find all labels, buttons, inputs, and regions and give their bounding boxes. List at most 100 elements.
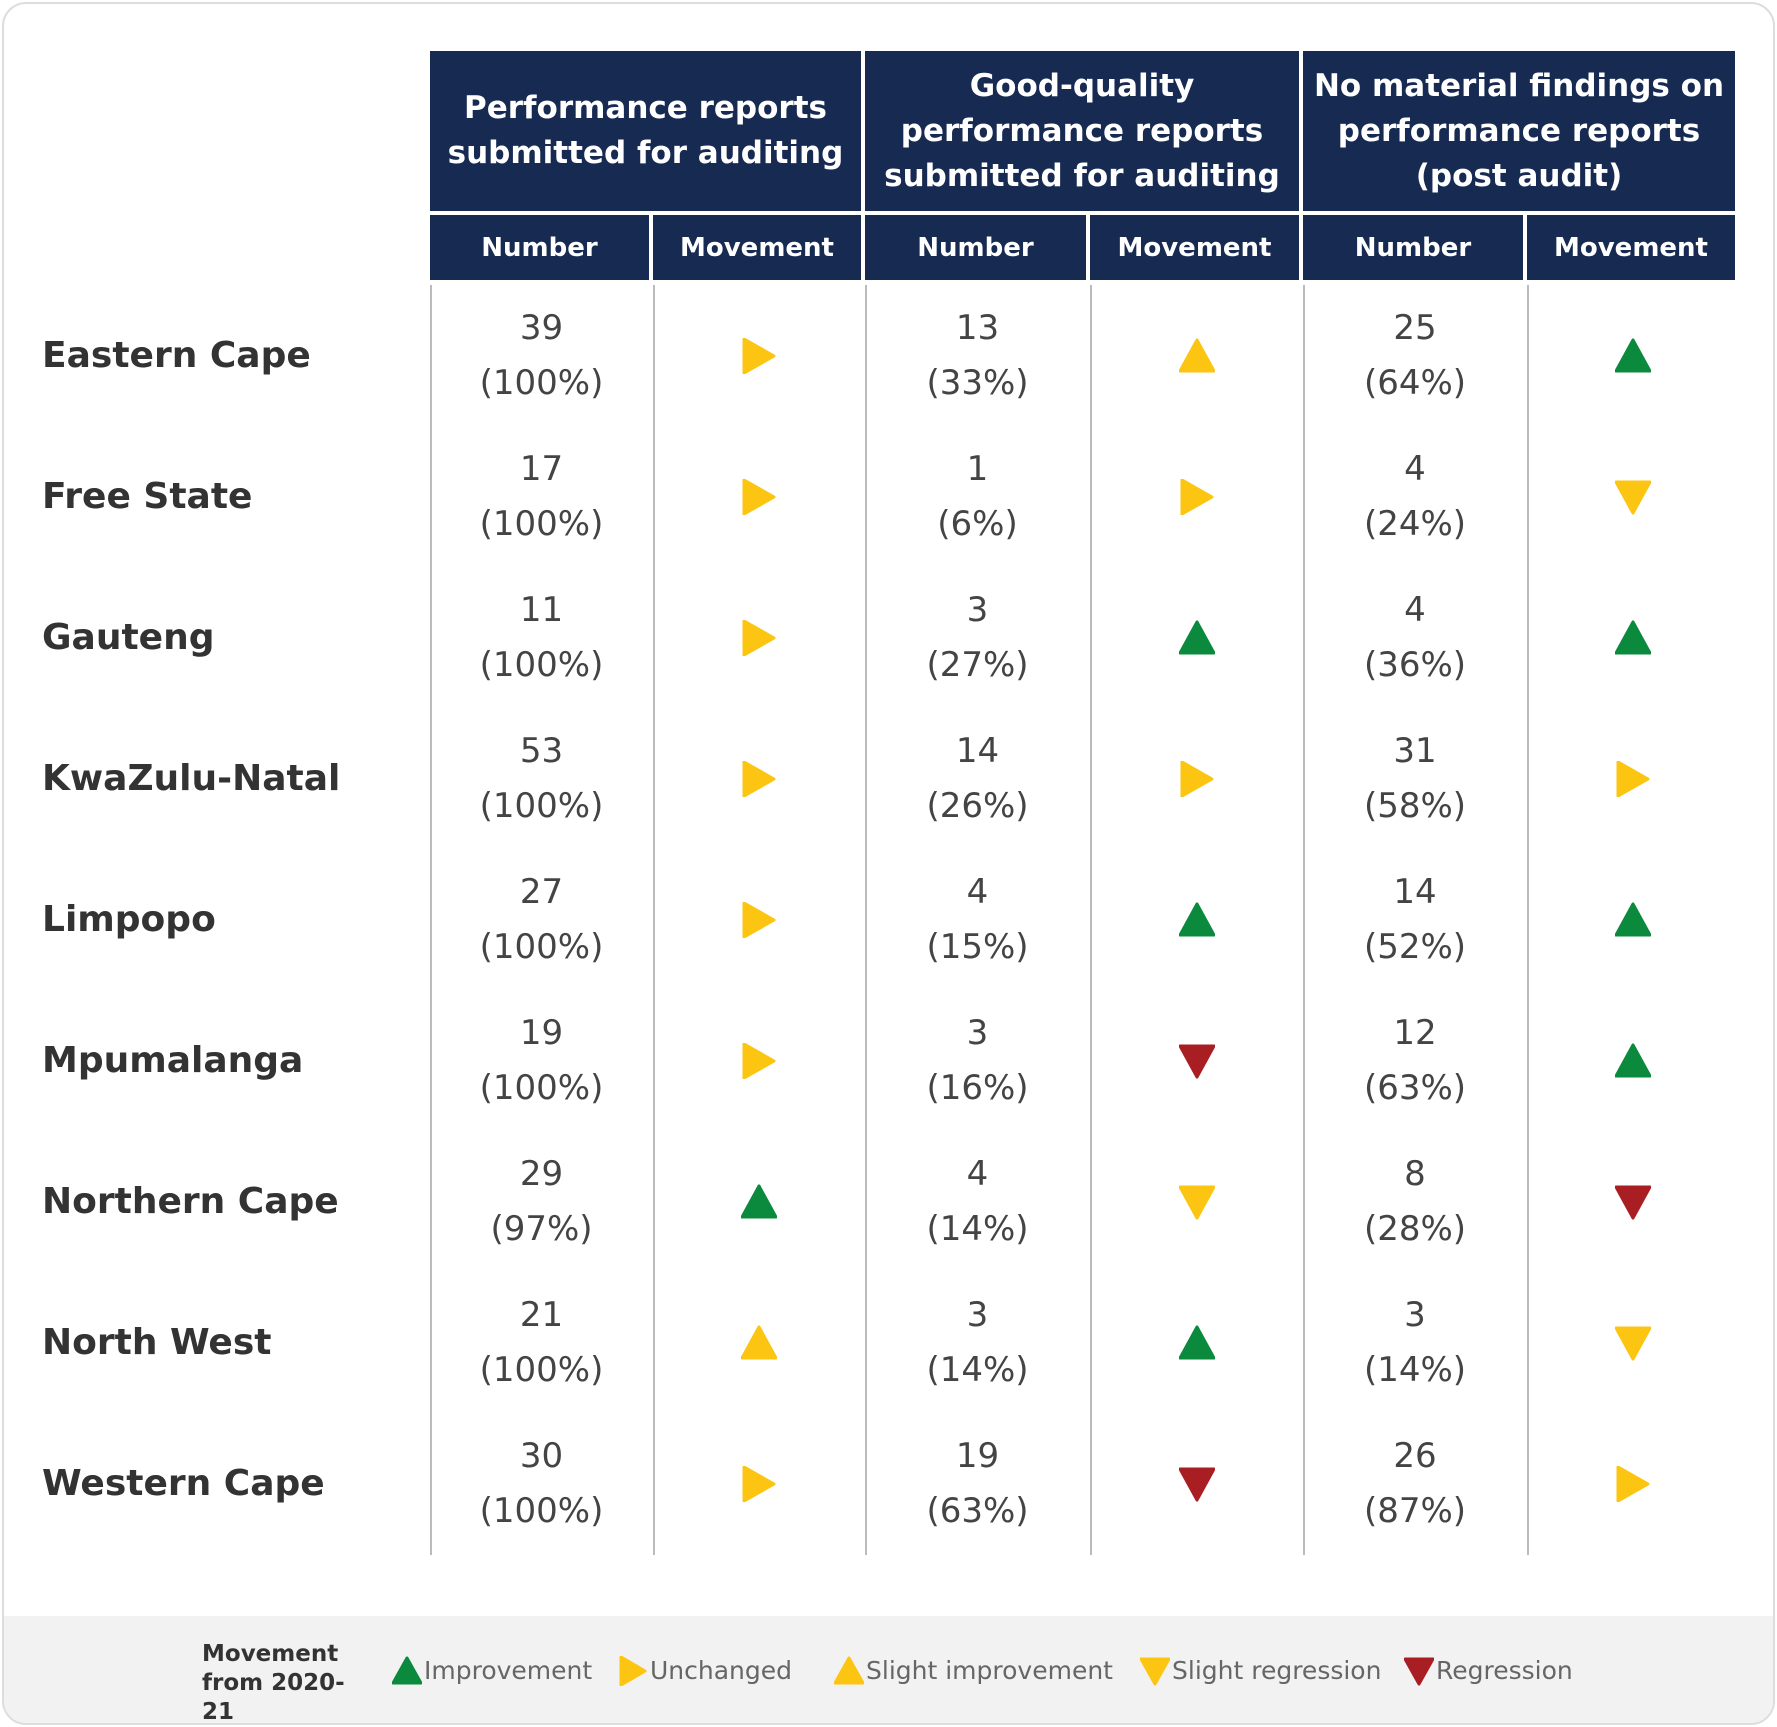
number-cell: 19 (63%)	[865, 1413, 1090, 1554]
triangle	[1615, 1326, 1651, 1360]
triangle	[1180, 760, 1213, 797]
count: 31	[1393, 730, 1437, 771]
number-cell: 4 (36%)	[1303, 567, 1527, 708]
count: 14	[1393, 871, 1437, 912]
percentage: (6%)	[937, 503, 1018, 544]
number-cell: 1 (6%)	[865, 426, 1090, 567]
percentage: (63%)	[926, 1490, 1029, 1531]
number-cell: 29 (97%)	[430, 1131, 653, 1272]
triangle	[742, 337, 776, 374]
triangle	[1615, 1043, 1651, 1077]
movement-icon	[742, 619, 776, 656]
number-cell: 30 (100%)	[430, 1413, 653, 1554]
count: 3	[966, 589, 989, 630]
movement-icon	[1615, 1185, 1651, 1219]
triangle	[1178, 620, 1215, 654]
sub-header: Number	[430, 215, 649, 280]
count: 30	[519, 1435, 564, 1476]
percentage: (64%)	[1363, 362, 1467, 403]
count: 19	[519, 1012, 564, 1053]
count: 53	[519, 730, 564, 771]
percentage: (100%)	[479, 503, 604, 544]
number-cell: 31 (58%)	[1303, 708, 1527, 849]
column-line	[1090, 285, 1092, 1555]
count: 11	[519, 589, 564, 630]
movement-icon	[1615, 338, 1651, 372]
movement-icon	[741, 1325, 777, 1359]
movement-icon	[1178, 620, 1215, 654]
group-header: Good-quality performance reports submitt…	[865, 51, 1299, 211]
number-cell: 25 (64%)	[1303, 285, 1527, 426]
percentage: (100%)	[479, 644, 604, 685]
column-line	[865, 285, 867, 1555]
triangle	[1404, 1657, 1434, 1686]
percentage: (97%)	[490, 1208, 593, 1249]
movement-icon	[1616, 1465, 1650, 1502]
percentage: (100%)	[479, 926, 604, 967]
triangle	[1178, 1467, 1215, 1501]
sub-header: Number	[1303, 215, 1523, 280]
count: 39	[519, 307, 564, 348]
legend-label: Regression	[1436, 1656, 1573, 1685]
province-label: North West	[42, 1322, 272, 1363]
movement-icon	[742, 901, 776, 938]
province-label: Mpumalanga	[42, 1040, 304, 1081]
province-label: Northern Cape	[42, 1181, 339, 1222]
number-cell: 4 (24%)	[1303, 426, 1527, 567]
count: 29	[519, 1153, 564, 1194]
count: 13	[955, 307, 1000, 348]
percentage: (100%)	[479, 1067, 604, 1108]
number-cell: 3 (16%)	[865, 990, 1090, 1131]
count: 4	[966, 871, 989, 912]
number-cell: 14 (52%)	[1303, 849, 1527, 990]
triangle	[1615, 480, 1651, 514]
movement-icon	[1140, 1657, 1170, 1686]
count: 27	[519, 871, 564, 912]
movement-icon	[1616, 760, 1650, 797]
movement-icon	[1615, 620, 1651, 654]
movement-icon	[1615, 480, 1651, 514]
column-line	[653, 285, 655, 1555]
count: 21	[519, 1294, 564, 1335]
province-label: Gauteng	[42, 617, 215, 658]
movement-icon	[742, 478, 776, 515]
triangle	[741, 1184, 777, 1218]
movement-icon	[742, 337, 776, 374]
movement-icon	[742, 760, 776, 797]
percentage: (100%)	[479, 362, 604, 403]
count: 4	[1404, 448, 1426, 489]
triangle	[1178, 1185, 1215, 1219]
count: 3	[966, 1294, 989, 1335]
percentage: (33%)	[926, 362, 1029, 403]
movement-icon	[1404, 1657, 1434, 1686]
count: 3	[1404, 1294, 1426, 1335]
movement-icon	[1178, 1044, 1215, 1078]
movement-icon	[1178, 902, 1215, 936]
count: 25	[1393, 307, 1437, 348]
number-cell: 19 (100%)	[430, 990, 653, 1131]
number-cell: 4 (15%)	[865, 849, 1090, 990]
number-cell: 11 (100%)	[430, 567, 653, 708]
movement-icon	[741, 1184, 777, 1218]
number-cell: 21 (100%)	[430, 1272, 653, 1413]
legend: Movement from 2020-21 Improvement Unchang…	[4, 1616, 1773, 1725]
triangle	[742, 1042, 776, 1079]
number-cell: 3 (14%)	[865, 1272, 1090, 1413]
province-label: Eastern Cape	[42, 335, 311, 376]
number-cell: 53 (100%)	[430, 708, 653, 849]
column-line	[430, 285, 432, 1555]
province-label: KwaZulu-Natal	[42, 758, 341, 799]
movement-icon	[742, 1042, 776, 1079]
movement-icon	[1615, 1043, 1651, 1077]
number-cell: 12 (63%)	[1303, 990, 1527, 1131]
triangle	[742, 901, 776, 938]
percentage: (100%)	[479, 1349, 604, 1390]
percentage: (15%)	[926, 926, 1029, 967]
sub-header: Movement	[653, 215, 861, 280]
legend-title: Movement from 2020-21	[202, 1641, 345, 1725]
percentage: (16%)	[926, 1067, 1029, 1108]
triangle	[1616, 760, 1650, 797]
sub-header: Movement	[1527, 215, 1735, 280]
percentage: (52%)	[1363, 926, 1467, 967]
group-header: Performance reports submitted for auditi…	[430, 51, 861, 211]
